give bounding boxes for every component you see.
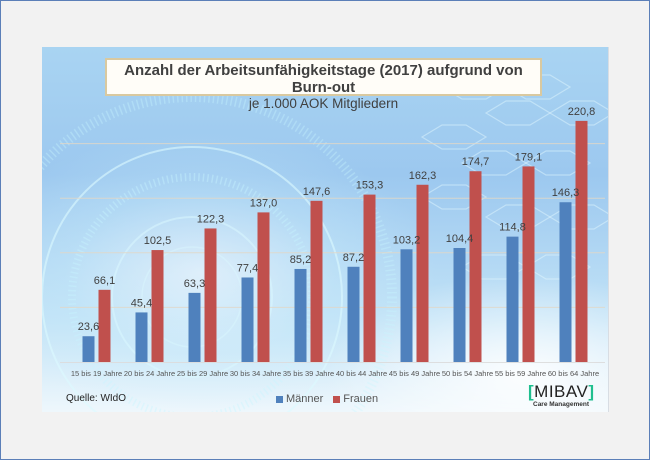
x-tick-label-1: 20 bis 24 Jahre	[124, 369, 175, 378]
data-label-maenner-9: 146,3	[552, 187, 580, 199]
legend-label-maenner: Männer	[286, 393, 324, 405]
legend-swatch-frauen	[333, 395, 341, 403]
bar-frauen-7	[469, 171, 482, 362]
x-tick-label-3: 30 bis 34 Jahre	[230, 369, 281, 378]
bar-maenner-2	[188, 292, 201, 362]
bar-frauen-4	[310, 200, 323, 362]
bar-frauen-6	[416, 184, 429, 362]
data-label-maenner-4: 85,2	[290, 254, 311, 266]
bar-frauen-0	[98, 289, 111, 362]
x-tick-label-8: 55 bis 59 Jahre	[495, 369, 546, 378]
x-tick-label-5: 40 bis 44 Jahre	[336, 369, 387, 378]
legend-item-frauen: Frauen	[333, 393, 378, 405]
data-label-frauen-0: 66,1	[94, 275, 115, 287]
data-label-maenner-2: 63,3	[184, 278, 205, 290]
x-tick-label-4: 35 bis 39 Jahre	[283, 369, 334, 378]
bar-maenner-8	[506, 236, 519, 362]
data-label-maenner-0: 23,6	[78, 321, 99, 333]
legend: Männer Frauen	[276, 393, 378, 405]
bar-maenner-5	[347, 266, 360, 362]
chart-title-box: Anzahl der Arbeitsunfähigkeitstage (2017…	[105, 58, 542, 111]
data-label-maenner-8: 114,8	[499, 222, 526, 234]
data-label-maenner-5: 87,2	[343, 252, 364, 264]
chart-title: Anzahl der Arbeitsunfähigkeitstage (2017…	[124, 62, 523, 96]
source-note: Quelle: WIdO	[66, 393, 127, 404]
x-tick-label-2: 25 bis 29 Jahre	[177, 369, 228, 378]
bar-frauen-1	[151, 250, 164, 362]
data-label-frauen-5: 153,3	[356, 180, 384, 192]
bar-frauen-3	[257, 212, 270, 362]
data-label-frauen-9: 220,8	[568, 106, 596, 118]
data-label-frauen-2: 122,3	[197, 213, 225, 225]
legend-label-frauen: Frauen	[343, 393, 379, 405]
x-tick-label-7: 50 bis 54 Jahre	[442, 369, 493, 378]
bar-maenner-0	[82, 336, 95, 362]
bar-frauen-2	[204, 228, 217, 362]
data-label-maenner-1: 45,4	[131, 297, 152, 309]
bar-frauen-8	[522, 166, 535, 362]
data-label-maenner-7: 104,4	[446, 233, 474, 245]
chart-subtitle: je 1.000 AOK Mitgliedern	[248, 96, 399, 111]
mibav-logo: [MIBAV] Care Management	[528, 383, 594, 409]
data-label-frauen-7: 174,7	[462, 156, 490, 168]
x-tick-label-0: 15 bis 19 Jahre	[71, 369, 122, 378]
data-label-maenner-6: 103,2	[393, 234, 421, 246]
x-tick-label-6: 45 bis 49 Jahre	[389, 369, 440, 378]
x-tick-label-9: 60 bis 64 Jahre	[548, 369, 599, 378]
bar-maenner-4	[294, 268, 307, 362]
bar-maenner-1	[135, 312, 148, 362]
data-label-frauen-3: 137,0	[250, 197, 278, 209]
data-label-frauen-8: 179,1	[515, 151, 543, 163]
bar-maenner-7	[453, 247, 466, 362]
bar-maenner-6	[400, 249, 413, 362]
bar-frauen-5	[363, 194, 376, 362]
bar-maenner-9	[559, 202, 572, 362]
data-label-frauen-6: 162,3	[409, 170, 437, 182]
data-label-maenner-3: 77,4	[237, 262, 258, 274]
data-label-frauen-4: 147,6	[303, 186, 331, 198]
legend-swatch-maenner	[276, 395, 283, 403]
legend-item-maenner: Männer	[276, 393, 323, 405]
logo-bracket-left: [	[528, 382, 535, 401]
logo-name: MIBAV	[534, 382, 589, 401]
bar-maenner-3	[241, 277, 254, 362]
bar-frauen-9	[575, 120, 588, 362]
data-label-frauen-1: 102,5	[144, 235, 172, 247]
logo-bracket-right: ]	[588, 382, 595, 401]
logo-tagline: Care Management	[533, 401, 589, 408]
